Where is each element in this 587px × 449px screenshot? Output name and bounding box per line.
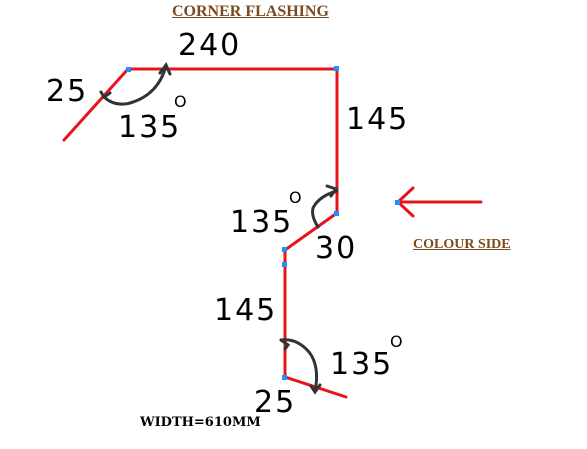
bottom-angle-degree: O <box>390 332 403 351</box>
diagram-title: CORNER FLASHING <box>172 3 329 20</box>
top-length-label: 240 <box>178 28 241 63</box>
bottom-angle-label: 135 <box>330 347 393 382</box>
colour-side-arrow <box>396 186 483 218</box>
top-angle-arc-arrow <box>158 62 172 76</box>
bottom-angle-arc <box>279 338 318 394</box>
top-angle-label: 135 <box>118 110 181 145</box>
middle-angle-arc-arrow <box>325 184 339 198</box>
top-angle-arc-arrow <box>99 90 112 100</box>
vertex-marker <box>126 67 131 72</box>
top-angle-degree: O <box>174 92 187 111</box>
bottom-hem-label: 25 <box>254 385 296 420</box>
top-hem-segment <box>62 67 130 142</box>
vertex-marker <box>334 211 339 216</box>
middle-angle-degree: O <box>289 188 302 207</box>
vertex-marker <box>334 66 339 71</box>
vertex-marker <box>395 200 400 205</box>
top-angle-arc <box>102 64 168 106</box>
vertex-markers <box>126 66 400 380</box>
step-segment <box>283 211 339 252</box>
middle-length-label: 30 <box>315 231 357 266</box>
right-length-label: 145 <box>346 102 409 137</box>
middle-angle-label: 135 <box>230 205 293 240</box>
vertex-marker <box>282 247 287 252</box>
top-hem-label: 25 <box>46 74 88 109</box>
bottom-angle-arc-arrow <box>279 338 291 351</box>
vertex-marker <box>282 262 287 267</box>
lower-length-label: 145 <box>214 293 277 328</box>
colour-side-label: COLOUR SIDE <box>413 237 511 252</box>
width-note: WIDTH=610MM <box>140 415 261 430</box>
vertex-marker <box>282 375 287 380</box>
bottom-angle-arc-arrow <box>309 383 322 395</box>
middle-angle-arc <box>311 189 339 229</box>
